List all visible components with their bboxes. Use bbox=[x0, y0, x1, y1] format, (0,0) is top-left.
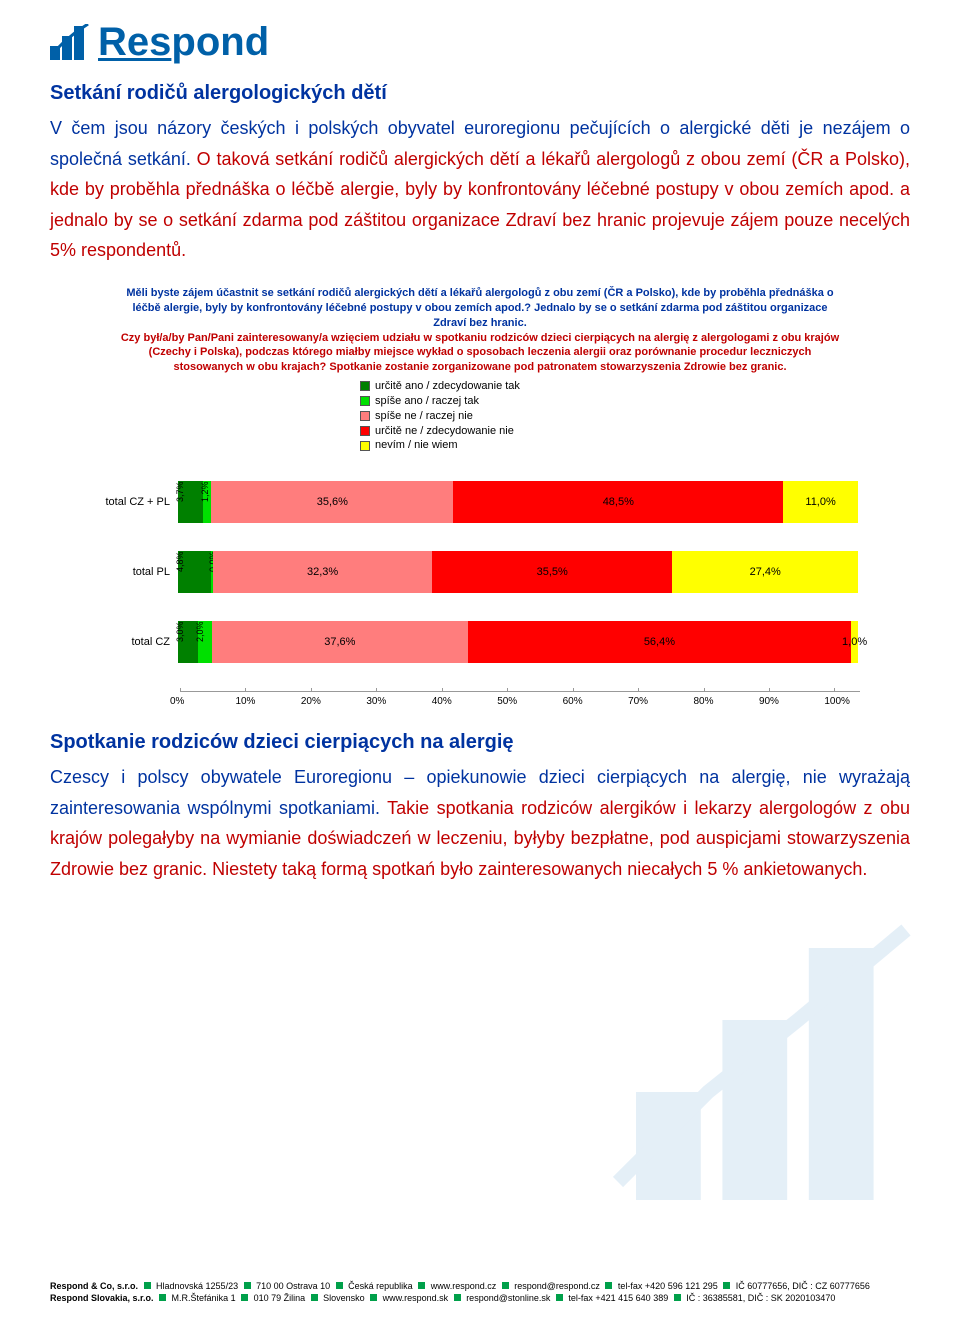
footer-bullet-icon bbox=[418, 1282, 425, 1289]
chart-row: total PL4,8%0,0%32,3%35,5%27,4% bbox=[100, 551, 860, 593]
chart-row-plot: 3,7% 1,2%35,6%48,5%11,0% bbox=[178, 481, 858, 523]
footer-bullet-icon bbox=[674, 1294, 681, 1301]
logo-text: Respond bbox=[98, 22, 269, 62]
footer-bullet-icon bbox=[144, 1282, 151, 1289]
chart-legend: určitě ano / zdecydowanie takspíše ano /… bbox=[360, 379, 860, 453]
segment-value: 3,0% bbox=[175, 622, 185, 643]
footer-text: tel-fax +420 596 121 295 bbox=[615, 1281, 720, 1291]
section-title-cz: Setkání rodičů alergologických dětí bbox=[50, 82, 910, 105]
segment-value: 3,7% bbox=[175, 482, 185, 503]
chart-title-cz: Měli byste zájem účastnit se setkání rod… bbox=[120, 286, 840, 331]
footer-text: tel-fax +421 415 640 389 bbox=[566, 1293, 671, 1303]
footer-bullet-icon bbox=[723, 1282, 730, 1289]
legend-item: nevím / nie wiem bbox=[360, 438, 860, 453]
footer-bullet-icon bbox=[336, 1282, 343, 1289]
footer-bullet-icon bbox=[502, 1282, 509, 1289]
legend-label: spíše ne / raczej nie bbox=[375, 409, 473, 424]
segment-value: 4,8% bbox=[175, 552, 185, 573]
legend-label: spíše ano / raczej tak bbox=[375, 394, 479, 409]
footer-bullet-icon bbox=[556, 1294, 563, 1301]
legend-label: určitě ne / zdecydowanie nie bbox=[375, 424, 514, 439]
footer-line-2: Respond Slovakia, s.r.o. M.R.Štefánika 1… bbox=[50, 1292, 910, 1305]
chart-plot: total CZ + PL3,7%1,2%35,6%48,5%11,0%tota… bbox=[100, 481, 860, 663]
legend-swatch bbox=[360, 426, 370, 436]
footer-text: IČ 60777656, DIČ : CZ 60777656 bbox=[733, 1281, 870, 1291]
footer-text: M.R.Štefánika 1 bbox=[169, 1293, 238, 1303]
legend-swatch bbox=[360, 411, 370, 421]
legend-swatch bbox=[360, 381, 370, 391]
legend-swatch bbox=[360, 396, 370, 406]
legend-label: určitě ano / zdecydowanie tak bbox=[375, 379, 520, 394]
bar-row: 3,0% 2,0% 37,6%56,4%1,0% bbox=[178, 621, 858, 663]
x-axis: 0%10%20%30%40%50%60%70%80%90%100% bbox=[180, 691, 860, 707]
footer-bullet-icon bbox=[370, 1294, 377, 1301]
bar-segment: 1,2% bbox=[203, 481, 211, 523]
logo-bar-icon bbox=[50, 24, 92, 60]
legend-label: nevím / nie wiem bbox=[375, 438, 458, 453]
bar-segment: 56,4% bbox=[468, 621, 852, 663]
footer: Respond & Co, s.r.o. Hladnovská 1255/23 … bbox=[50, 1280, 910, 1305]
chart-row-label: total CZ + PL bbox=[100, 496, 178, 508]
chart-title-pl: Czy był/a/by Pan/Pani zainteresowany/a w… bbox=[120, 331, 840, 376]
bar-segment: 4,8% bbox=[178, 551, 211, 593]
bar-segment: 35,5% bbox=[432, 551, 672, 593]
footer-bullet-icon bbox=[311, 1294, 318, 1301]
header: Respond bbox=[50, 22, 910, 62]
footer-bullet-icon bbox=[159, 1294, 166, 1301]
chart-row: total CZ + PL3,7% 1,2%35,6%48,5%11,0% bbox=[100, 481, 860, 523]
legend-item: spíše ne / raczej nie bbox=[360, 409, 860, 424]
bar-segment: 48,5% bbox=[453, 481, 783, 523]
chart-row: total CZ3,0% 2,0% 37,6%56,4%1,0% bbox=[100, 621, 860, 663]
bar-segment: 32,3% bbox=[213, 551, 432, 593]
paragraph-pl: Czescy i polscy obywatele Euroregionu – … bbox=[50, 762, 910, 884]
footer-text: 010 79 Žilina bbox=[251, 1293, 308, 1303]
segment-value: 1,2% bbox=[200, 482, 210, 503]
segment-value: 2,0% bbox=[195, 622, 205, 643]
chart-container: Měli byste zájem účastnit se setkání rod… bbox=[100, 286, 860, 707]
footer-text: www.respond.cz bbox=[428, 1281, 499, 1291]
watermark-bg bbox=[600, 876, 960, 1241]
bar-segment: 27,4% bbox=[672, 551, 858, 593]
x-axis-tick: 100% bbox=[834, 692, 860, 707]
paragraph-cz: V čem jsou názory českých i polských oby… bbox=[50, 113, 910, 266]
bar-segment: 37,6% bbox=[212, 621, 468, 663]
footer-bullet-icon bbox=[605, 1282, 612, 1289]
footer-text: 710 00 Ostrava 10 bbox=[254, 1281, 333, 1291]
chart-row-label: total CZ bbox=[100, 636, 178, 648]
footer-bullet-icon bbox=[241, 1294, 248, 1301]
footer-text: Česká republika bbox=[346, 1281, 416, 1291]
footer-bullet-icon bbox=[454, 1294, 461, 1301]
legend-swatch bbox=[360, 441, 370, 451]
legend-item: spíše ano / raczej tak bbox=[360, 394, 860, 409]
bar-row: 3,7% 1,2%35,6%48,5%11,0% bbox=[178, 481, 858, 523]
footer-text: respond@stonline.sk bbox=[464, 1293, 553, 1303]
footer-text: IČ : 36385581, DIČ : SK 2020103470 bbox=[684, 1293, 836, 1303]
bar-segment: 11,0% bbox=[783, 481, 858, 523]
bar-segment: 35,6% bbox=[211, 481, 453, 523]
section-title-pl: Spotkanie rodziców dzieci cierpiących na… bbox=[50, 731, 910, 754]
footer-text: Hladnovská 1255/23 bbox=[154, 1281, 241, 1291]
footer-text: Slovensko bbox=[321, 1293, 368, 1303]
footer-text: respond@respond.cz bbox=[512, 1281, 603, 1291]
bar-segment: 1,0% bbox=[851, 621, 858, 663]
bar-row: 4,8%0,0%32,3%35,5%27,4% bbox=[178, 551, 858, 593]
footer-line-1: Respond & Co, s.r.o. Hladnovská 1255/23 … bbox=[50, 1280, 910, 1293]
chart-title: Měli byste zájem účastnit se setkání rod… bbox=[100, 286, 860, 375]
chart-row-label: total PL bbox=[100, 566, 178, 578]
chart-row-plot: 3,0% 2,0% 37,6%56,4%1,0% bbox=[178, 621, 858, 663]
bar-segment: 2,0% bbox=[198, 621, 212, 663]
footer-text: www.respond.sk bbox=[380, 1293, 451, 1303]
chart-row-plot: 4,8%0,0%32,3%35,5%27,4% bbox=[178, 551, 858, 593]
footer-bullet-icon bbox=[244, 1282, 251, 1289]
legend-item: určitě ne / zdecydowanie nie bbox=[360, 424, 860, 439]
legend-item: určitě ano / zdecydowanie tak bbox=[360, 379, 860, 394]
